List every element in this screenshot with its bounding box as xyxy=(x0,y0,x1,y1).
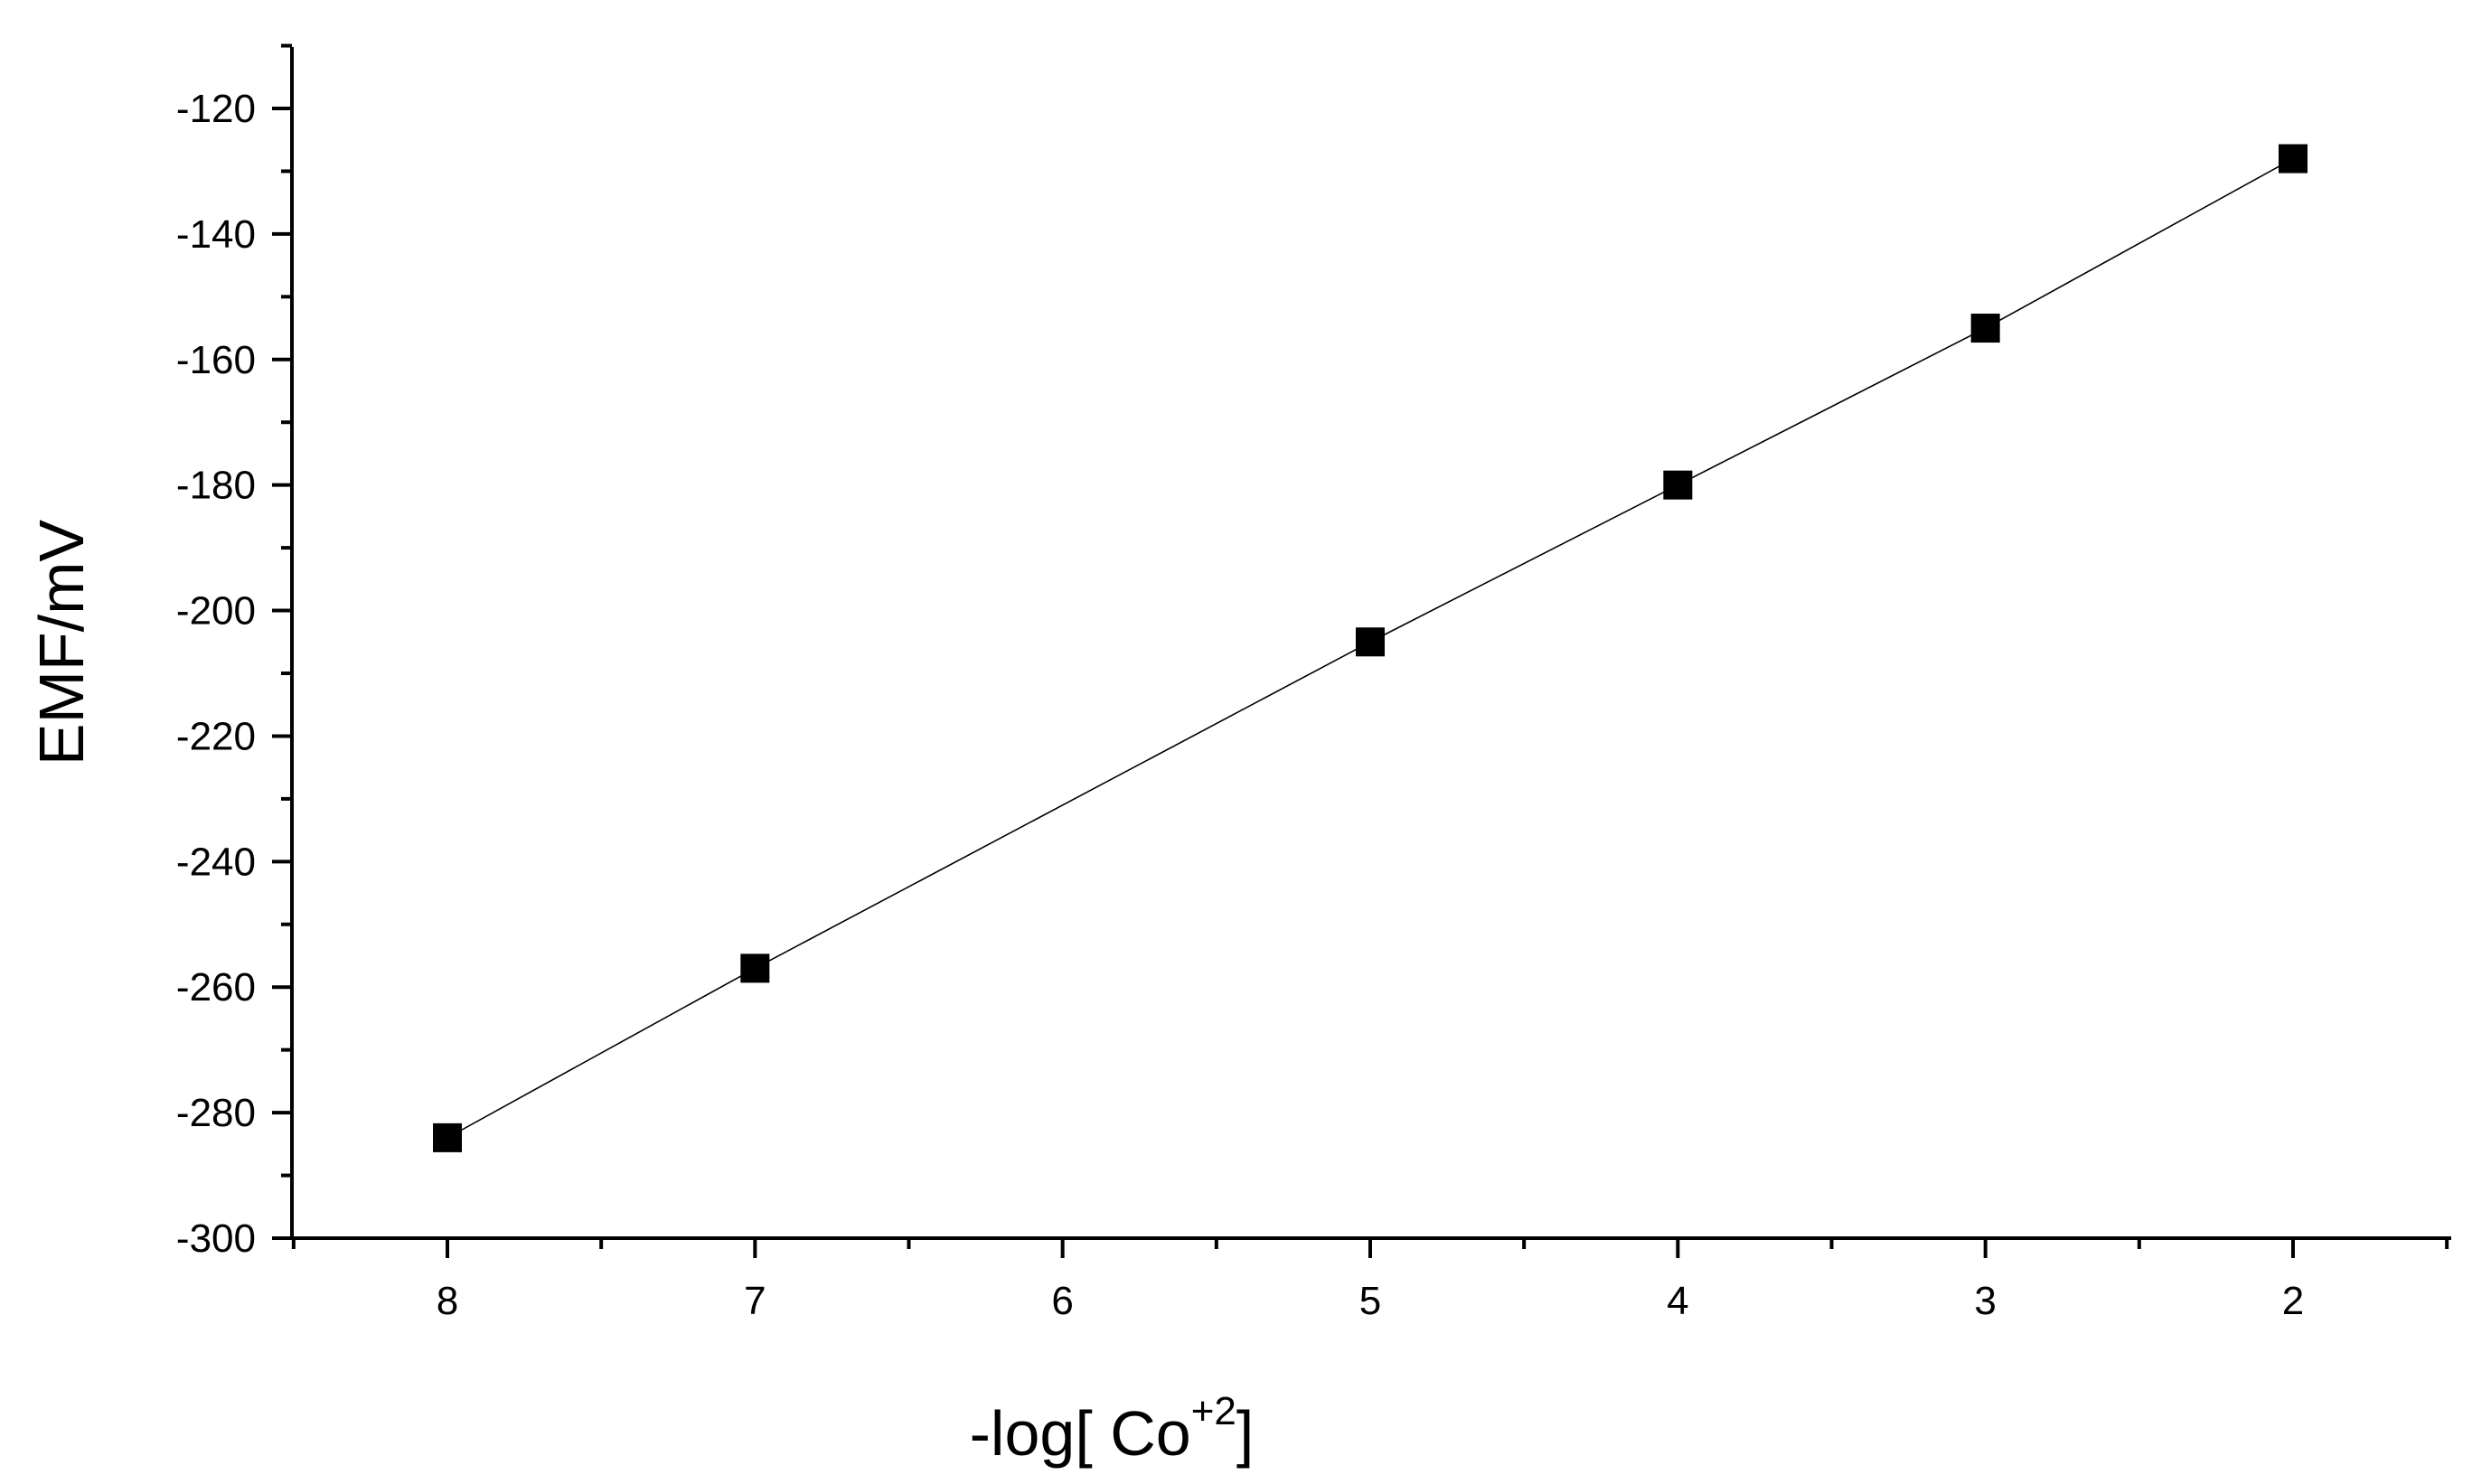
y-axis-title: EMF/mV xyxy=(26,520,97,766)
data-point-marker xyxy=(740,953,770,983)
x-ticks: 8 7 6 5 4 3 2 xyxy=(291,1238,2449,1323)
x-axis-title-suffix: ] xyxy=(1236,1398,1254,1469)
x-axis-title-prefix: -log[ Co xyxy=(970,1398,1191,1469)
x-axis-title-superscript: +2 xyxy=(1191,1389,1236,1433)
y-tick-label: -240 xyxy=(176,840,256,884)
y-ticks: -120 -140 -160 -180 -200 -220 -240 -260 -280 -300 xyxy=(176,43,292,1261)
data-point-marker xyxy=(433,1122,462,1152)
x-tick-label: 4 xyxy=(1667,1279,1688,1323)
data-point-marker xyxy=(2279,144,2308,174)
y-tick-label: -300 xyxy=(176,1216,256,1261)
data-point-marker xyxy=(1663,470,1693,500)
x-tick-label: 6 xyxy=(1051,1279,1073,1323)
x-tick-label: 2 xyxy=(2282,1279,2304,1323)
data-point-marker xyxy=(1356,627,1385,657)
x-tick-label: 3 xyxy=(1974,1279,1996,1323)
y-tick-label: -220 xyxy=(176,714,256,758)
x-tick-label: 5 xyxy=(1359,1279,1381,1323)
y-tick-label: -120 xyxy=(176,87,256,131)
y-tick-label: -160 xyxy=(176,338,256,382)
x-axis-title: -log[ Co+2] xyxy=(970,1389,1255,1469)
x-tick-label: 8 xyxy=(437,1279,458,1323)
y-tick-label: -280 xyxy=(176,1091,256,1135)
y-tick-label: -260 xyxy=(176,965,256,1010)
y-tick-label: -140 xyxy=(176,212,256,257)
data-point-marker xyxy=(1970,314,2000,343)
y-tick-label: -200 xyxy=(176,589,256,634)
series-line xyxy=(446,157,2294,1139)
y-tick-label: -180 xyxy=(176,464,256,508)
x-tick-label: 7 xyxy=(744,1279,766,1323)
series-emf xyxy=(433,144,2308,1152)
